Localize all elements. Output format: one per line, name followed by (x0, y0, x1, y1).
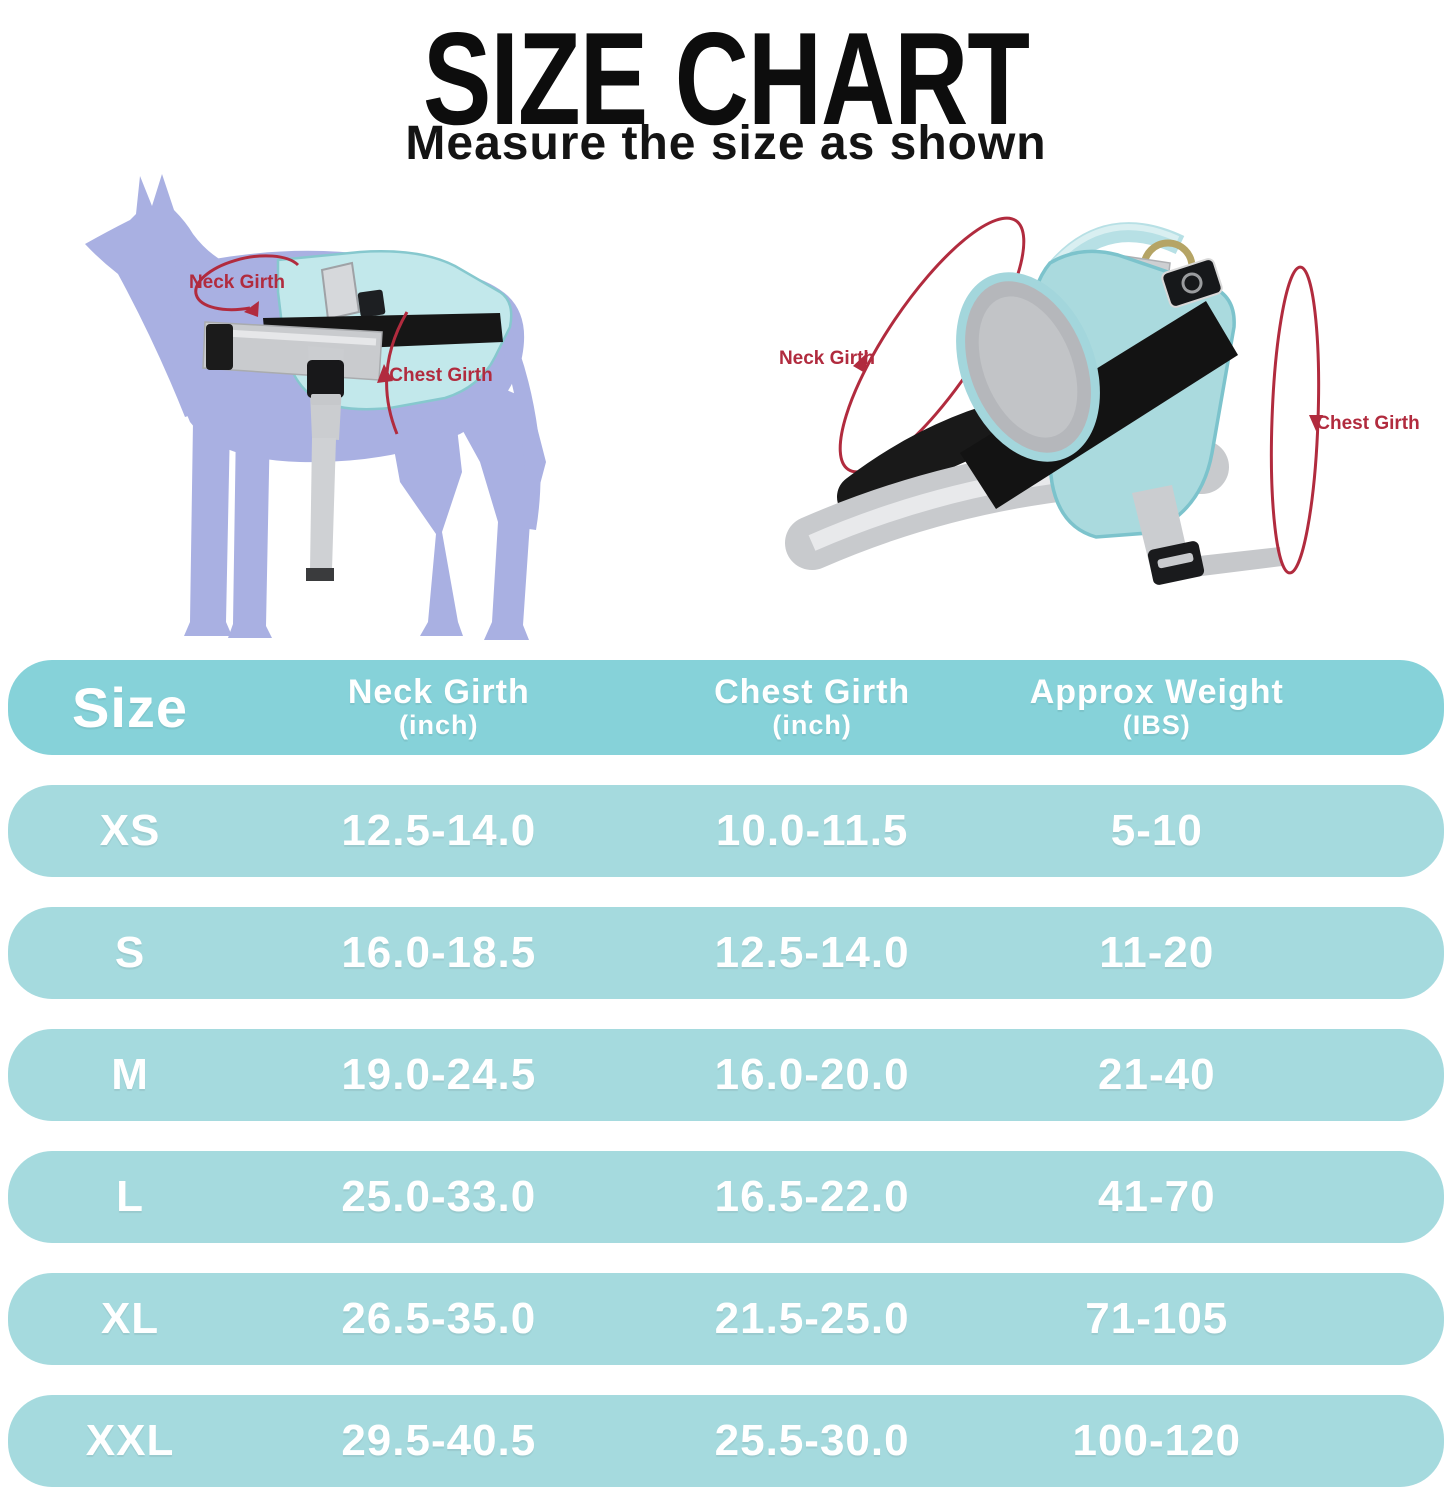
neck-value: 12.5-14.0 (341, 806, 537, 855)
column-header-size: Size (72, 676, 189, 739)
page-subtitle: Measure the size as shown (405, 117, 1047, 170)
column-header-neck: Neck Girth (inch) (347, 673, 530, 741)
dog-chest-girth-label: Chest Girth (389, 365, 492, 386)
weight-value: 5-10 (1110, 806, 1203, 855)
chest-value: 12.5-14.0 (714, 928, 910, 977)
neck-value: 25.0-33.0 (341, 1172, 537, 1221)
size-value: M (111, 1050, 149, 1099)
size-value: L (116, 1172, 144, 1221)
chest-girth-arrowhead-icon (1309, 415, 1323, 431)
size-table-header-row: Size Neck Girth (inch) Chest Girth (inch… (8, 660, 1444, 755)
dog-harness-illustration (202, 250, 513, 581)
neck-girth-arrow-arc (194, 254, 300, 312)
table-row-xxl: XXL 29.5-40.5 25.5-30.0 100-120 (8, 1395, 1444, 1487)
chest-girth-arrowhead-icon (377, 364, 393, 383)
dog-annotations (194, 254, 409, 435)
neck-value: 29.5-40.5 (341, 1416, 537, 1465)
weight-value: 100-120 (1072, 1416, 1242, 1465)
weight-value: 21-40 (1098, 1050, 1216, 1099)
chest-value: 21.5-25.0 (714, 1294, 910, 1343)
harness-product (785, 222, 1282, 585)
weight-value: 11-20 (1099, 928, 1215, 977)
column-header-weight: Approx Weight (IBS) (1029, 673, 1284, 741)
neck-girth-arrowhead-icon (853, 352, 868, 373)
weight-value: 41-70 (1098, 1172, 1216, 1221)
chest-value: 16.5-22.0 (714, 1172, 910, 1221)
table-row-xs: XS 12.5-14.0 10.0-11.5 5-10 (8, 785, 1444, 877)
product-slide-buckle (1147, 541, 1205, 585)
harness-side-buckle (206, 324, 233, 370)
chest-value: 25.5-30.0 (714, 1416, 910, 1465)
dog-neck-girth-label: Neck Girth (189, 272, 285, 293)
product-chest-girth-label: Chest Girth (1316, 413, 1419, 434)
neck-value: 19.0-24.5 (341, 1050, 537, 1099)
table-row-xl: XL 26.5-35.0 21.5-25.0 71-105 (8, 1273, 1444, 1365)
product-strap-tail (1190, 547, 1282, 577)
harness-handle (320, 261, 361, 321)
product-mesh-pad (956, 272, 1100, 462)
harness-belly-strap (310, 438, 336, 570)
harness-belly-buckle (307, 360, 344, 398)
column-header-chest: Chest Girth (inch) (714, 673, 911, 741)
table-row-m: M 19.0-24.5 16.0-20.0 21-40 (8, 1029, 1444, 1121)
harness-label-patch (357, 289, 386, 318)
product-neck-girth-label: Neck Girth (779, 348, 875, 369)
chest-value: 16.0-20.0 (714, 1050, 910, 1099)
page-title: SIZE CHART (422, 4, 1030, 153)
chest-value: 10.0-11.5 (715, 806, 909, 855)
dog-measurement-diagram: Neck Girth Chest Girth (85, 174, 546, 640)
size-value: XL (100, 1294, 160, 1343)
size-value: XXL (85, 1416, 175, 1465)
neck-value: 26.5-35.0 (341, 1294, 537, 1343)
table-row-l: L 25.0-33.0 16.5-22.0 41-70 (8, 1151, 1444, 1243)
table-row-s: S 16.0-18.5 12.5-14.0 11-20 (8, 907, 1444, 999)
neck-value: 16.0-18.5 (341, 928, 537, 977)
size-value: XS (99, 806, 161, 855)
product-label-patch (1161, 258, 1223, 308)
harness-product-photo: Neck Girth Chest Girth (779, 216, 1420, 585)
neck-girth-arrowhead-icon (244, 301, 259, 317)
weight-value: 71-105 (1085, 1294, 1229, 1343)
size-value: S (114, 928, 146, 977)
